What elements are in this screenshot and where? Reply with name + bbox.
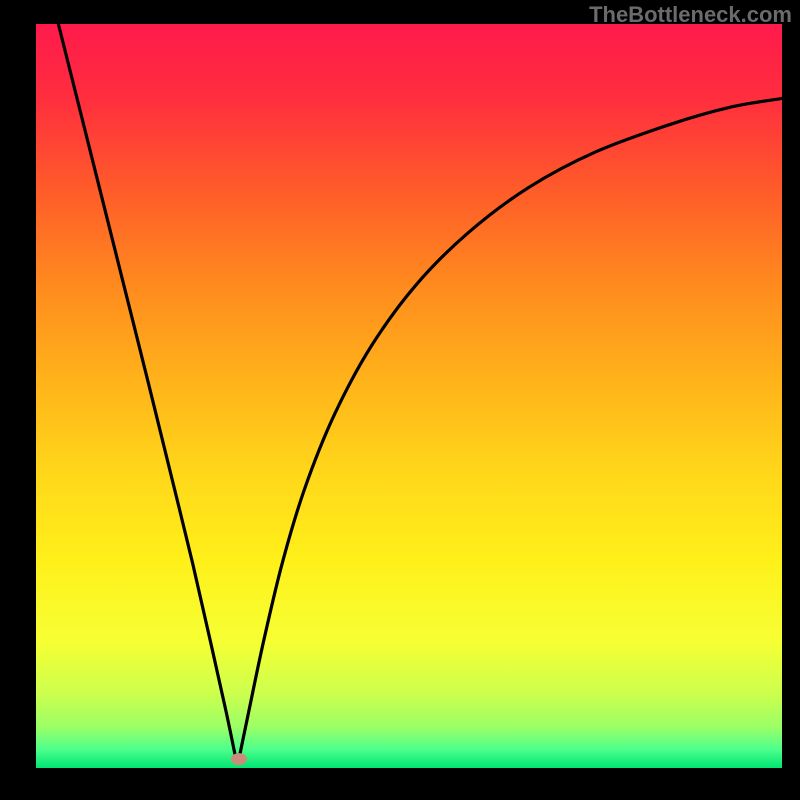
watermark-text: TheBottleneck.com: [589, 2, 792, 28]
gradient-background: [36, 24, 782, 768]
bottleneck-plot: [36, 24, 782, 768]
optimum-marker: [231, 753, 247, 765]
chart-frame: TheBottleneck.com: [0, 0, 800, 800]
